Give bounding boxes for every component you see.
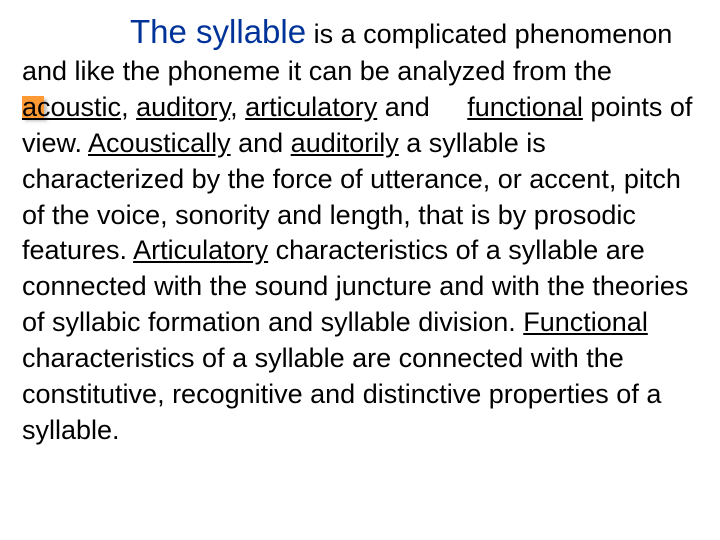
underline-acoustic: acoustic: [22, 92, 121, 122]
slide-text-block: The syllable is a complicated phenomenon…: [0, 0, 720, 449]
body-run-1: is a complicated phenomenon and like the…: [22, 19, 672, 86]
body-sep-2: ,: [230, 92, 245, 122]
underline-auditorily: auditorily: [291, 128, 399, 158]
underline-functional-2: Functional: [523, 307, 648, 337]
underline-acoustically: Acoustically: [88, 128, 231, 158]
body-run-6: characteristics of a syllable are connec…: [22, 343, 661, 445]
underline-articulatory-2: Articulatory: [133, 235, 268, 265]
title-phrase: The syllable: [130, 13, 306, 50]
body-sep-1: ,: [121, 92, 136, 122]
underline-functional: functional: [467, 92, 583, 122]
underline-articulatory: articulatory: [245, 92, 377, 122]
body-run-and: and: [377, 92, 467, 122]
underline-auditory: auditory: [136, 92, 230, 122]
body-run-3: and: [231, 128, 291, 158]
